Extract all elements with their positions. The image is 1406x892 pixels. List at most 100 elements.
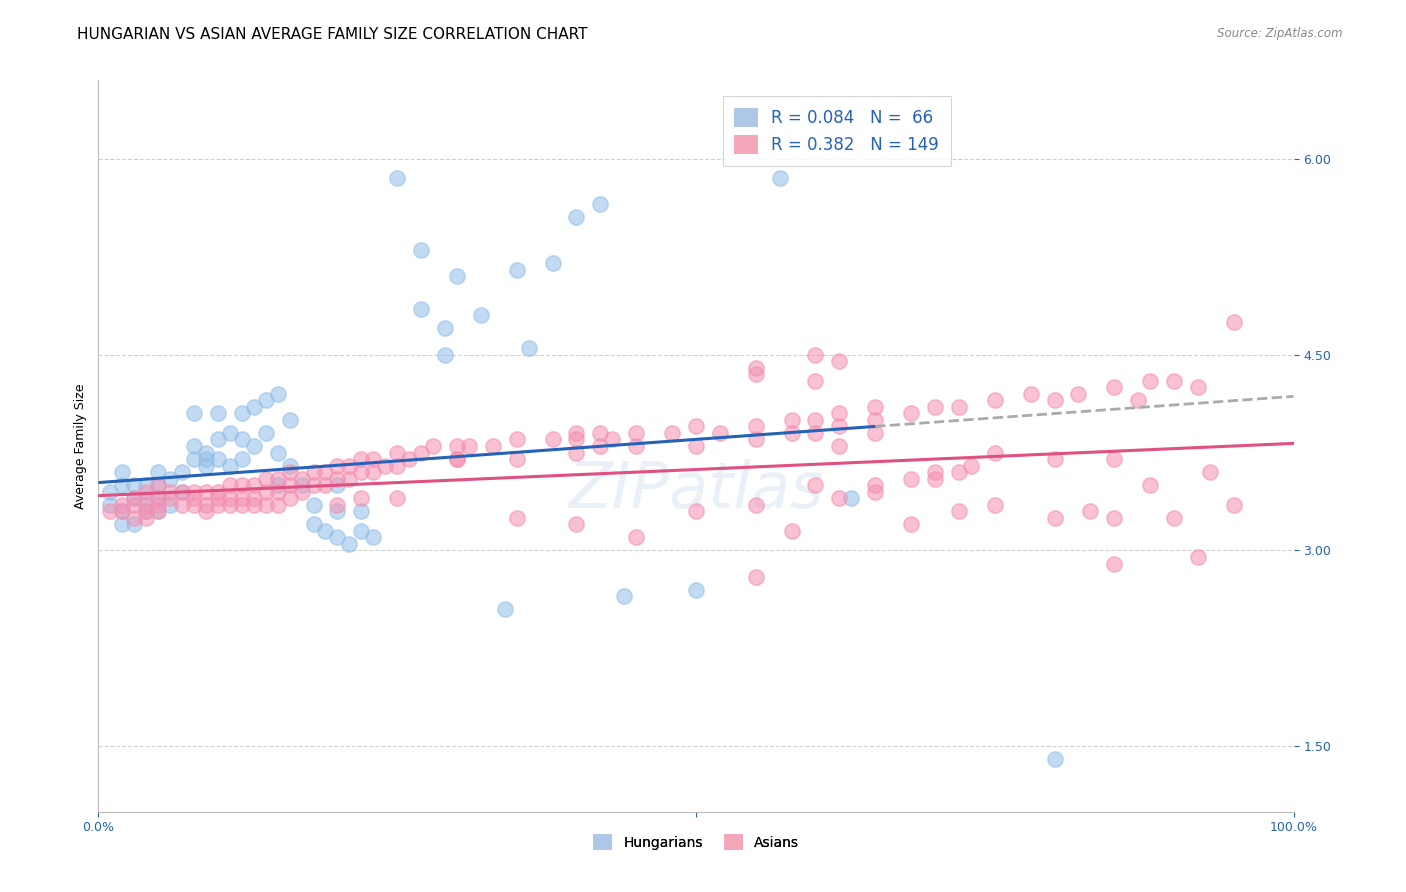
Point [195,484,218,499]
Point [148,478,170,492]
Point [350,452,373,467]
Point [1223,498,1246,512]
Point [506,262,529,277]
Point [219,458,242,473]
Point [124,498,146,512]
Point [804,425,827,440]
Point [494,602,516,616]
Point [195,452,218,467]
Point [350,504,373,518]
Point [315,524,337,538]
Point [446,452,468,467]
Point [339,458,361,473]
Point [207,491,229,506]
Point [804,413,827,427]
Point [148,491,170,506]
Point [254,472,277,486]
Point [111,478,134,492]
Point [1139,478,1161,492]
Y-axis label: Average Family Size: Average Family Size [75,384,87,508]
Point [626,439,648,453]
Point [172,484,194,499]
Point [350,491,373,506]
Point [1019,386,1042,401]
Point [1080,504,1102,518]
Point [135,484,157,499]
Point [828,354,851,368]
Point [685,439,707,453]
Point [470,309,492,323]
Point [363,530,385,544]
Point [385,458,409,473]
Point [302,498,325,512]
Point [326,498,349,512]
Point [865,400,887,414]
Point [98,484,122,499]
Point [984,393,1007,408]
Point [148,478,170,492]
Point [207,484,229,499]
Point [183,439,205,453]
Point [613,589,636,603]
Point [960,458,983,473]
Point [1067,386,1090,401]
Point [745,367,768,381]
Point [828,419,851,434]
Point [98,498,122,512]
Point [948,400,970,414]
Point [924,400,946,414]
Point [231,433,253,447]
Text: Source: ZipAtlas.com: Source: ZipAtlas.com [1218,27,1343,40]
Point [685,582,707,597]
Point [363,465,385,479]
Point [124,517,146,532]
Point [1163,511,1185,525]
Point [1139,374,1161,388]
Point [219,491,242,506]
Point [302,465,325,479]
Point [326,530,349,544]
Point [148,504,170,518]
Point [267,472,290,486]
Point [326,478,349,492]
Point [148,465,170,479]
Point [506,433,529,447]
Point [159,484,181,499]
Point [517,341,540,355]
Point [207,452,229,467]
Point [350,524,373,538]
Point [434,321,457,335]
Point [565,433,588,447]
Point [924,472,946,486]
Point [446,452,468,467]
Point [565,517,588,532]
Point [278,458,301,473]
Point [267,484,290,499]
Point [231,491,253,506]
Point [626,425,648,440]
Point [565,425,588,440]
Point [254,393,277,408]
Point [135,478,157,492]
Point [1187,549,1209,564]
Point [865,484,887,499]
Point [804,348,827,362]
Point [278,413,301,427]
Point [804,478,827,492]
Point [828,439,851,453]
Point [159,498,181,512]
Point [411,243,433,257]
Point [291,472,314,486]
Point [385,491,409,506]
Point [148,491,170,506]
Point [124,478,146,492]
Point [148,504,170,518]
Point [135,511,157,525]
Point [446,439,468,453]
Point [278,465,301,479]
Point [1104,380,1126,394]
Point [111,498,134,512]
Point [458,439,481,453]
Point [1043,511,1066,525]
Point [183,452,205,467]
